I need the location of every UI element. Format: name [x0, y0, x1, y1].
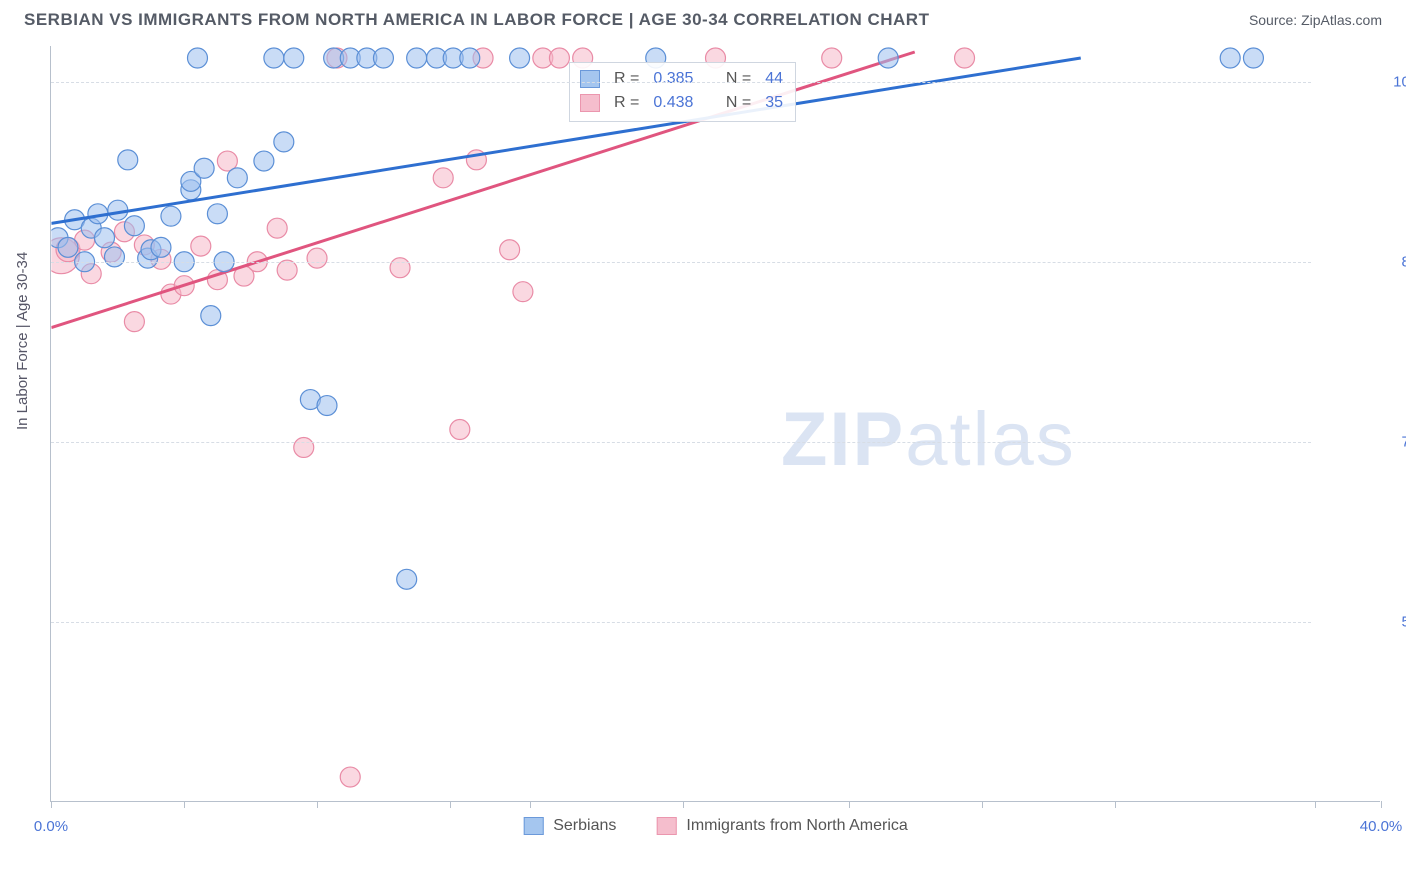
stats-row-serbians: R = 0.385 N = 44	[580, 67, 783, 91]
scatter-point-pink	[267, 218, 287, 238]
scatter-point-blue	[274, 132, 294, 152]
scatter-point-blue	[284, 48, 304, 68]
scatter-point-blue	[124, 216, 144, 236]
x-tick	[184, 801, 185, 808]
scatter-point-blue	[254, 151, 274, 171]
scatter-point-pink	[433, 168, 453, 188]
scatter-point-blue	[95, 228, 115, 248]
x-tick	[1315, 801, 1316, 808]
swatch-immigrants	[656, 817, 676, 835]
r-value-serbians: 0.385	[653, 67, 693, 91]
scatter-point-blue	[510, 48, 530, 68]
scatter-point-blue	[317, 396, 337, 416]
n-value-serbians: 44	[765, 67, 783, 91]
legend-item-serbians: Serbians	[523, 817, 616, 835]
x-tick	[683, 801, 684, 808]
scatter-point-blue	[58, 237, 78, 257]
scatter-point-blue	[194, 158, 214, 178]
scatter-point-blue	[207, 204, 227, 224]
bottom-legend: Serbians Immigrants from North America	[523, 817, 908, 835]
swatch-immigrants	[580, 94, 600, 112]
x-tick	[450, 801, 451, 808]
chart-plot-area: ZIPatlas R = 0.385 N = 44 R = 0.438 N = …	[50, 46, 1380, 802]
chart-title: SERBIAN VS IMMIGRANTS FROM NORTH AMERICA…	[24, 10, 929, 30]
r-label: R =	[614, 67, 639, 91]
swatch-serbians	[580, 70, 600, 88]
scatter-point-pink	[307, 248, 327, 268]
scatter-point-blue	[118, 150, 138, 170]
scatter-point-blue	[397, 569, 417, 589]
n-label: N =	[726, 67, 751, 91]
scatter-point-blue	[161, 206, 181, 226]
scatter-point-blue	[373, 48, 393, 68]
y-tick-label: 85.0%	[1401, 254, 1406, 271]
x-tick	[530, 801, 531, 808]
source-attribution: Source: ZipAtlas.com	[1249, 12, 1382, 28]
scatter-point-pink	[124, 312, 144, 332]
legend-label-immigrants: Immigrants from North America	[686, 817, 907, 835]
x-tick	[1381, 801, 1382, 808]
scatter-point-blue	[227, 168, 247, 188]
scatter-point-pink	[450, 420, 470, 440]
swatch-serbians	[523, 817, 543, 835]
scatter-point-pink	[822, 48, 842, 68]
x-tick	[1115, 801, 1116, 808]
y-tick-label: 100.0%	[1393, 74, 1406, 91]
n-label: N =	[726, 91, 751, 115]
gridline	[51, 442, 1311, 443]
scatter-point-pink	[340, 767, 360, 787]
gridline	[51, 82, 1311, 83]
x-tick	[51, 801, 52, 808]
scatter-point-blue	[1220, 48, 1240, 68]
x-tick	[317, 801, 318, 808]
scatter-svg	[51, 46, 1380, 801]
r-label: R =	[614, 91, 639, 115]
scatter-point-pink	[277, 260, 297, 280]
stats-row-immigrants: R = 0.438 N = 35	[580, 91, 783, 115]
scatter-point-pink	[294, 437, 314, 457]
scatter-point-blue	[1243, 48, 1263, 68]
y-tick-label: 70.0%	[1401, 434, 1406, 451]
n-value-immigrants: 35	[765, 91, 783, 115]
scatter-point-pink	[955, 48, 975, 68]
scatter-point-pink	[549, 48, 569, 68]
gridline	[51, 262, 1311, 263]
y-tick-label: 55.0%	[1401, 614, 1406, 631]
x-tick-label: 0.0%	[34, 818, 68, 835]
scatter-point-pink	[191, 236, 211, 256]
scatter-point-blue	[460, 48, 480, 68]
legend-item-immigrants: Immigrants from North America	[656, 817, 907, 835]
scatter-point-blue	[878, 48, 898, 68]
r-value-immigrants: 0.438	[653, 91, 693, 115]
y-axis-title: In Labor Force | Age 30-34	[14, 252, 31, 430]
scatter-point-blue	[264, 48, 284, 68]
correlation-stats-box: R = 0.385 N = 44 R = 0.438 N = 35	[569, 62, 796, 122]
legend-label-serbians: Serbians	[553, 817, 616, 835]
scatter-point-blue	[104, 247, 124, 267]
x-tick	[849, 801, 850, 808]
x-tick	[982, 801, 983, 808]
scatter-point-blue	[407, 48, 427, 68]
scatter-point-pink	[390, 258, 410, 278]
x-tick-label: 40.0%	[1360, 818, 1403, 835]
scatter-point-blue	[151, 237, 171, 257]
scatter-point-blue	[201, 306, 221, 326]
scatter-point-blue	[187, 48, 207, 68]
scatter-point-pink	[513, 282, 533, 302]
scatter-point-pink	[500, 240, 520, 260]
gridline	[51, 622, 1311, 623]
